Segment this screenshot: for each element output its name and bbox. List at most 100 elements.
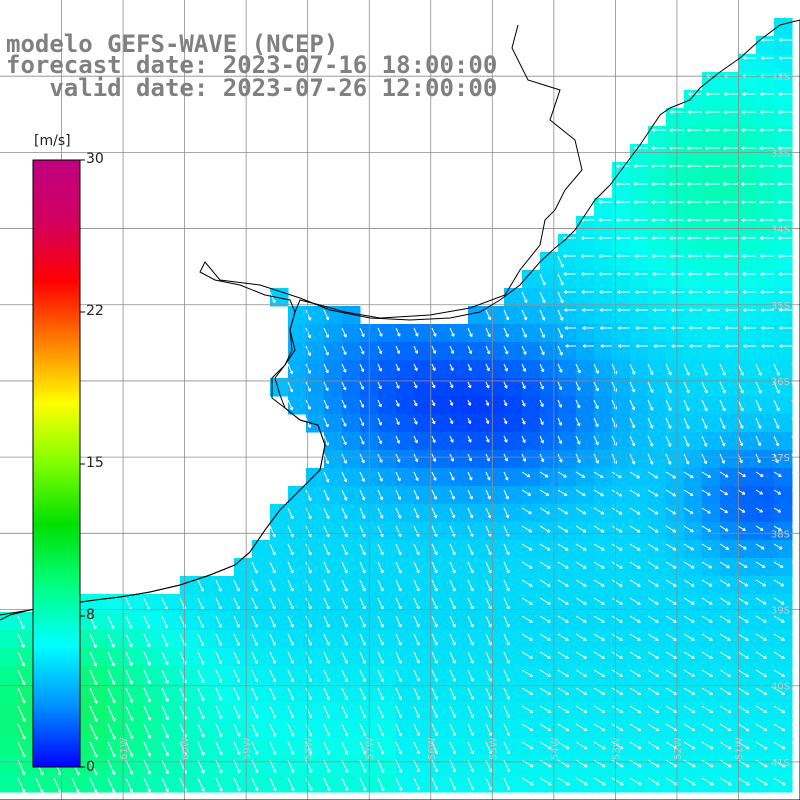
wind-arrow	[791, 453, 797, 464]
wind-arrow	[89, 741, 98, 758]
field-cell	[306, 360, 325, 379]
wind-arrow	[521, 669, 534, 677]
wind-arrow	[341, 471, 348, 483]
wind-arrow	[305, 489, 312, 502]
wind-arrow	[701, 579, 713, 587]
field-cell	[774, 432, 793, 451]
wind-arrow	[634, 290, 648, 294]
field-cell	[342, 450, 361, 469]
field-cell	[630, 288, 649, 307]
wind-arrow	[707, 344, 720, 348]
field-cell	[738, 270, 757, 289]
wind-arrow	[467, 381, 472, 389]
field-cell	[666, 180, 685, 199]
wind-arrow	[791, 543, 800, 550]
field-cell	[738, 468, 757, 487]
wind-arrow	[593, 579, 605, 587]
wind-arrow	[485, 561, 492, 574]
wind-arrow	[687, 236, 702, 240]
wind-arrow	[581, 254, 594, 258]
lon-label: 61W	[119, 737, 130, 760]
field-cell	[666, 162, 685, 181]
wind-arrow	[665, 507, 677, 515]
field-cell	[738, 324, 757, 343]
wind-arrow	[89, 669, 98, 686]
field-cell	[774, 324, 793, 343]
wind-arrow	[359, 453, 365, 464]
wind-arrow	[706, 272, 720, 276]
field-cell	[702, 522, 721, 541]
wind-arrow	[791, 723, 800, 732]
lat-label: 37S	[771, 453, 790, 464]
wind-arrow	[778, 290, 792, 294]
field-cell	[486, 378, 505, 397]
wind-arrow	[125, 759, 134, 775]
wind-arrow	[323, 507, 330, 520]
wind-arrow	[215, 633, 222, 647]
wind-arrow	[413, 615, 420, 628]
wind-arrow	[737, 579, 749, 587]
wind-arrow	[760, 254, 774, 258]
wind-arrow	[701, 399, 708, 412]
wind-arrow	[582, 326, 594, 330]
wind-arrow	[755, 741, 768, 750]
wind-arrow	[503, 543, 510, 556]
field-cell	[594, 342, 613, 361]
wind-arrow	[755, 417, 762, 429]
wind-arrow	[359, 579, 366, 592]
wind-arrow	[791, 561, 800, 569]
field-cell	[306, 396, 325, 415]
wind-arrow	[449, 777, 457, 791]
wind-arrow	[305, 705, 313, 719]
wind-arrow	[575, 543, 587, 551]
field-cell	[594, 378, 613, 397]
wind-arrow	[431, 525, 438, 537]
wind-arrow	[125, 777, 134, 793]
wind-arrow	[791, 363, 798, 376]
wind-arrow	[503, 309, 510, 321]
wind-arrow	[791, 381, 798, 394]
wind-arrow	[647, 579, 659, 587]
field-cell	[378, 468, 397, 487]
wind-arrow	[125, 687, 134, 703]
field-cell	[684, 144, 703, 163]
wind-arrow	[593, 705, 606, 714]
wind-arrow	[611, 777, 624, 786]
wind-arrow	[539, 777, 552, 786]
wind-arrow	[197, 633, 205, 647]
wind-arrow	[778, 254, 792, 258]
wind-arrow	[575, 417, 581, 427]
wind-arrow	[215, 723, 223, 738]
wind-arrow	[611, 579, 623, 587]
wind-arrow	[467, 435, 472, 443]
wind-arrow	[791, 471, 800, 478]
wind-arrow	[611, 543, 623, 551]
wind-arrow	[287, 543, 294, 556]
field-cell	[648, 324, 667, 343]
wind-arrow	[665, 381, 672, 394]
wind-arrow	[704, 164, 720, 168]
wind-arrow	[359, 327, 365, 338]
wind-arrow	[600, 344, 612, 348]
wind-arrow	[683, 489, 694, 497]
wind-arrow	[611, 597, 623, 605]
wind-arrow	[377, 345, 383, 355]
wind-arrow	[687, 128, 702, 132]
field-cell	[324, 342, 343, 361]
wind-arrow	[539, 687, 552, 696]
lon-label: 56W	[427, 737, 438, 760]
wind-arrow	[683, 471, 694, 479]
wind-arrow	[413, 453, 419, 463]
wind-arrow	[269, 525, 276, 538]
field-cell	[450, 414, 469, 433]
wind-arrow	[575, 399, 581, 409]
field-cell	[630, 414, 649, 433]
wind-arrow	[647, 543, 659, 551]
field-cell	[720, 270, 739, 289]
field-cell	[396, 324, 415, 343]
wind-arrow	[539, 345, 545, 356]
wind-arrow	[17, 633, 25, 648]
wind-arrow	[377, 543, 384, 556]
wind-arrow	[773, 525, 782, 531]
wind-arrow	[633, 164, 648, 168]
